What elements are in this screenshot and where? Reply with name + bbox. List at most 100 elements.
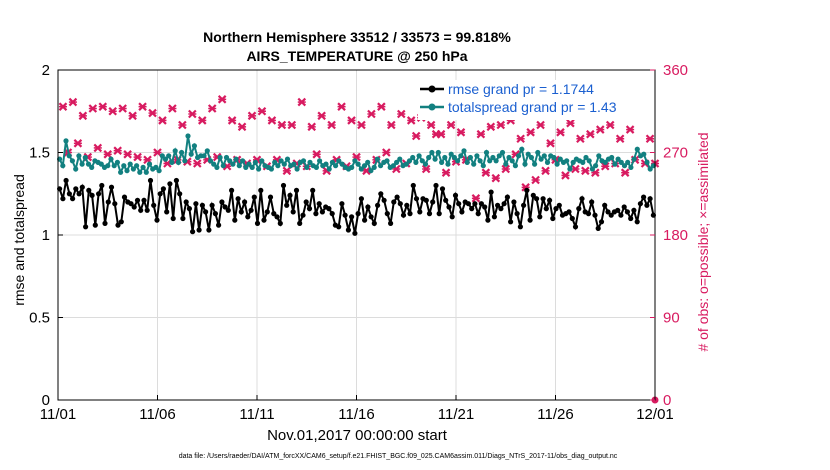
rmse-point bbox=[112, 201, 118, 207]
rmse-point bbox=[576, 206, 582, 212]
rmse-point bbox=[524, 187, 530, 193]
totalspread-point bbox=[204, 148, 210, 154]
totalspread-point bbox=[483, 149, 490, 156]
totalspread-point bbox=[259, 158, 265, 164]
totalspread-point bbox=[166, 153, 172, 159]
totalspread-point bbox=[477, 158, 483, 164]
rmse-point bbox=[267, 194, 274, 200]
rmse-point bbox=[274, 214, 280, 220]
totalspread-point bbox=[114, 159, 120, 165]
obs-marker bbox=[566, 118, 575, 128]
totalspread-point bbox=[182, 158, 188, 164]
rmse-point bbox=[572, 224, 579, 230]
rmse-point bbox=[423, 197, 429, 203]
rmse-point bbox=[79, 184, 85, 190]
rmse-point bbox=[73, 186, 79, 192]
totalspread-point bbox=[358, 166, 364, 172]
obs-marker bbox=[297, 97, 307, 107]
rmse-point bbox=[615, 207, 621, 213]
obs-marker bbox=[516, 134, 525, 144]
rmse-point bbox=[553, 206, 559, 212]
rmse-point bbox=[222, 204, 228, 210]
totalspread-point bbox=[509, 158, 515, 164]
totalspread-point bbox=[448, 151, 454, 157]
rmse-point bbox=[375, 202, 381, 208]
rmse-point bbox=[637, 201, 644, 207]
rmse-point bbox=[167, 181, 173, 187]
rmse-point bbox=[92, 222, 98, 228]
totalspread-point bbox=[544, 159, 551, 165]
obs-marker bbox=[571, 164, 580, 174]
rmse-point bbox=[585, 211, 592, 217]
rmse-point bbox=[511, 199, 517, 205]
obs-marker bbox=[600, 161, 610, 171]
rmse-point bbox=[634, 219, 640, 225]
totalspread-point bbox=[278, 158, 284, 164]
totalspread-point bbox=[567, 166, 573, 172]
totalspread-point bbox=[535, 149, 541, 156]
rmse-point bbox=[430, 199, 436, 205]
rmse-point bbox=[336, 224, 342, 230]
rmse-point bbox=[70, 196, 76, 202]
obs-marker bbox=[476, 129, 486, 139]
totalspread-point bbox=[169, 159, 175, 165]
rmse-point bbox=[647, 196, 653, 202]
rmse-point bbox=[229, 187, 235, 193]
x-tick-label: 12/01 bbox=[636, 406, 674, 423]
totalspread-point bbox=[105, 163, 111, 169]
totalspread-point bbox=[474, 153, 480, 159]
rmse-point bbox=[537, 214, 543, 220]
obs-marker bbox=[193, 159, 202, 168]
rmse-point bbox=[242, 199, 248, 205]
rmse-point bbox=[271, 211, 277, 217]
rmse-point bbox=[329, 211, 335, 217]
obs-marker bbox=[446, 120, 456, 130]
totalspread-point bbox=[429, 149, 435, 156]
totalspread-point bbox=[451, 154, 457, 161]
rmse-point bbox=[495, 202, 501, 208]
rmse-point bbox=[404, 202, 410, 208]
y-tick-label-right: 0 bbox=[663, 392, 671, 409]
rmse-point bbox=[238, 209, 244, 215]
rmse-point bbox=[478, 201, 484, 207]
rmse-point bbox=[605, 209, 611, 215]
totalspread-point bbox=[214, 164, 220, 170]
obs-marker bbox=[88, 104, 98, 113]
chart-title: Northern Hemisphere 33512 / 33573 = 99.8… bbox=[203, 29, 511, 45]
obs-marker bbox=[217, 95, 227, 104]
totalspread-point bbox=[499, 149, 506, 156]
rmse-point bbox=[426, 211, 433, 217]
rmse-point bbox=[618, 212, 624, 218]
totalspread-point bbox=[89, 164, 95, 170]
rmse-point bbox=[248, 207, 254, 213]
totalspread-point bbox=[188, 151, 194, 157]
rmse-point bbox=[160, 186, 166, 192]
rmse-point bbox=[313, 211, 319, 217]
totalspread-point bbox=[207, 158, 214, 164]
obs-marker bbox=[327, 120, 336, 130]
totalspread-point bbox=[300, 158, 307, 164]
obs-marker bbox=[58, 102, 68, 111]
totalspread-point bbox=[419, 158, 425, 164]
totalspread-point bbox=[66, 153, 72, 159]
totalspread-point bbox=[156, 168, 162, 174]
rmse-point bbox=[180, 215, 186, 222]
totalspread-point bbox=[602, 159, 608, 165]
rmse-point bbox=[504, 194, 510, 200]
series-layer bbox=[57, 95, 660, 404]
obs-marker bbox=[536, 120, 545, 130]
rmse-point bbox=[475, 211, 481, 217]
totalspread-point bbox=[336, 158, 342, 164]
totalspread-point bbox=[410, 154, 416, 161]
rmse-point bbox=[164, 209, 170, 215]
obs-marker bbox=[128, 111, 137, 121]
rmse-point bbox=[566, 209, 572, 215]
y-tick-label-right: 180 bbox=[663, 227, 688, 244]
rmse-point bbox=[352, 230, 358, 236]
totalspread-point bbox=[406, 158, 413, 164]
totalspread-point bbox=[422, 161, 429, 167]
rmse-point bbox=[76, 191, 82, 197]
totalspread-point bbox=[140, 164, 146, 170]
totalspread-point bbox=[609, 154, 615, 161]
obs-marker bbox=[496, 120, 506, 130]
